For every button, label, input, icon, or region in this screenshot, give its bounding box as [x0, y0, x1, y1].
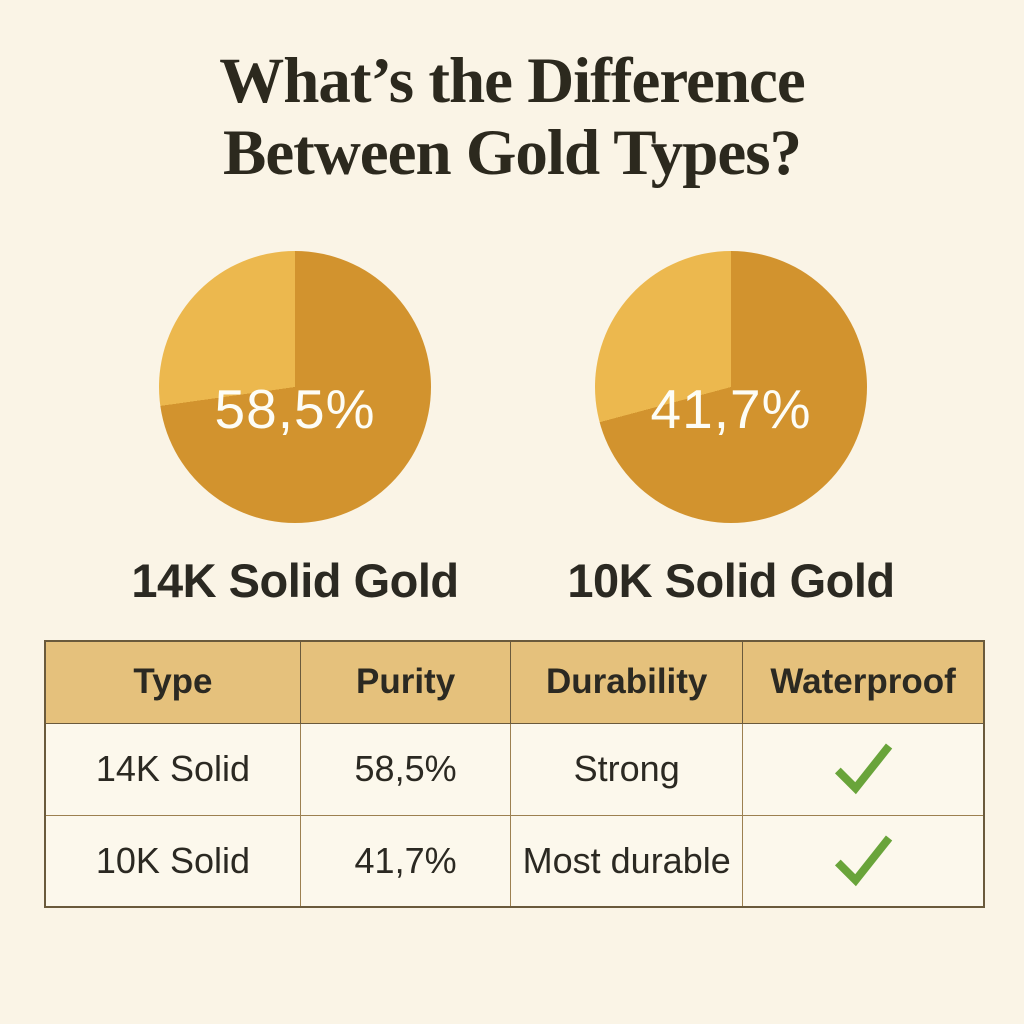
- pie-value-label-14k: 58,5%: [214, 377, 376, 440]
- title-line-1: What’s the Difference: [219, 45, 806, 117]
- header-purity: Purity: [299, 640, 512, 724]
- cell-durability-10k: Most durable: [510, 814, 744, 908]
- pie-group-10k: 41,7% 10K Solid Gold: [516, 251, 946, 608]
- cell-purity-10k: 41,7%: [299, 814, 512, 908]
- pie-value-label-10k: 41,7%: [650, 377, 812, 440]
- pie-charts-row: 58,5% 14K Solid Gold 41,7% 10K Solid Gol…: [0, 251, 1024, 631]
- cell-waterproof-14k: [742, 722, 985, 816]
- table-row: 14K Solid 58,5% Strong: [44, 722, 985, 816]
- pie-chart-14k: 58,5%: [159, 251, 431, 523]
- pie-chart-10k: 41,7%: [595, 251, 867, 523]
- checkmark-icon: [835, 835, 893, 887]
- table-header-row: Type Purity Durability Waterproof: [44, 640, 985, 724]
- header-waterproof: Waterproof: [742, 640, 985, 724]
- header-durability: Durability: [510, 640, 744, 724]
- comparison-table: Type Purity Durability Waterproof 14K So…: [44, 640, 985, 908]
- cell-type-10k: 10K Solid: [44, 814, 301, 908]
- cell-durability-14k: Strong: [510, 722, 744, 816]
- page-title: What’s the Difference Between Gold Types…: [0, 45, 1024, 189]
- table-row: 10K Solid 41,7% Most durable: [44, 814, 985, 908]
- header-type: Type: [44, 640, 301, 724]
- pie-caption-14k: 14K Solid Gold: [131, 554, 459, 607]
- pie-caption-10k: 10K Solid Gold: [567, 554, 895, 607]
- checkmark-icon: [835, 743, 893, 795]
- cell-purity-14k: 58,5%: [299, 722, 512, 816]
- cell-type-14k: 14K Solid: [44, 722, 301, 816]
- title-line-2: Between Gold Types?: [222, 116, 802, 189]
- cell-waterproof-10k: [742, 814, 985, 908]
- pie-group-14k: 58,5% 14K Solid Gold: [80, 251, 510, 608]
